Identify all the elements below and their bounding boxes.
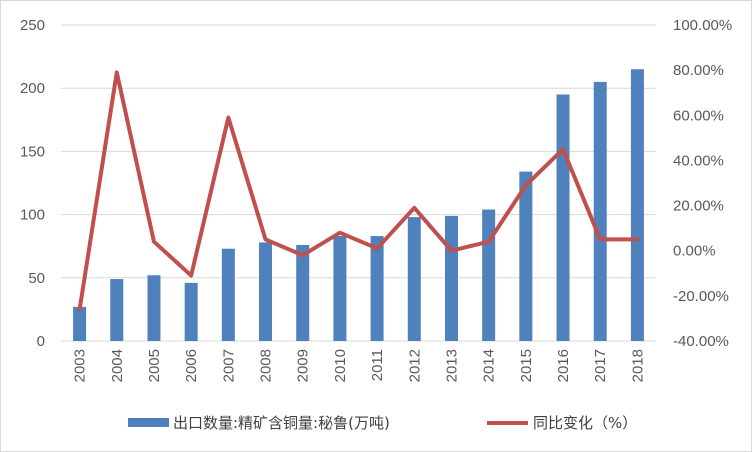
bar bbox=[296, 244, 310, 341]
x-tick-label: 2003 bbox=[72, 349, 89, 382]
line-point bbox=[413, 207, 415, 209]
yoy-line bbox=[77, 70, 640, 312]
legend-swatch-bar bbox=[128, 418, 169, 427]
line-point bbox=[190, 275, 192, 277]
bar bbox=[593, 81, 607, 341]
x-tick-label: 2015 bbox=[518, 349, 535, 382]
x-tick-label: 2010 bbox=[332, 349, 349, 382]
x-tick-label: 2016 bbox=[555, 349, 572, 382]
line-point bbox=[79, 308, 81, 310]
y-left-tick-label: 0 bbox=[37, 333, 45, 350]
x-tick-label: 2017 bbox=[592, 349, 609, 382]
line-point bbox=[488, 241, 490, 243]
x-tick-label: 2006 bbox=[183, 349, 200, 382]
y-left-tick-label: 100 bbox=[20, 207, 45, 224]
x-tick-label: 2007 bbox=[220, 349, 237, 382]
legend-label-line: 同比变化（%） bbox=[533, 414, 637, 432]
x-tick-label: 2013 bbox=[443, 349, 460, 382]
y-left-tick-label: 150 bbox=[20, 143, 45, 160]
bar bbox=[519, 171, 533, 341]
line-point bbox=[265, 238, 267, 240]
right-axis-ticks: -40.00% -20.00% 0.00% 20.00% 40.00% 60.00% 80.… bbox=[673, 17, 732, 350]
line-point bbox=[599, 238, 601, 240]
legend: 出口数量:精矿含铜量:秘鲁(万吨) 同比变化（%） bbox=[128, 414, 637, 432]
line-point bbox=[525, 184, 527, 186]
y-right-tick-label: -20.00% bbox=[673, 288, 729, 305]
bar-series bbox=[73, 69, 644, 342]
line-point bbox=[562, 148, 564, 150]
bar bbox=[556, 94, 570, 342]
x-axis-ticks: 2003 2004 2005 2006 2007 2008 2009 2010 2011 2012… bbox=[72, 349, 647, 382]
bar bbox=[370, 236, 384, 341]
x-tick-label: 2009 bbox=[295, 349, 312, 382]
y-left-tick-label: 250 bbox=[20, 17, 45, 34]
line-point bbox=[227, 117, 229, 119]
y-right-tick-label: 100.00% bbox=[673, 17, 732, 34]
line-point bbox=[376, 247, 378, 249]
bar bbox=[73, 306, 87, 341]
x-tick-label: 2012 bbox=[406, 349, 423, 382]
line-point bbox=[116, 71, 118, 73]
bar bbox=[630, 69, 644, 342]
bar bbox=[147, 275, 161, 341]
x-tick-label: 2014 bbox=[481, 349, 498, 382]
line-point bbox=[153, 241, 155, 243]
bar bbox=[259, 242, 273, 341]
y-right-tick-label: 40.00% bbox=[673, 152, 724, 169]
x-tick-label: 2005 bbox=[146, 349, 163, 382]
x-tick-label: 2004 bbox=[109, 349, 126, 382]
x-tick-label: 2018 bbox=[629, 349, 646, 382]
bar bbox=[482, 209, 496, 341]
y-right-tick-label: 80.00% bbox=[673, 62, 724, 79]
bar bbox=[444, 215, 458, 341]
bar bbox=[221, 248, 235, 341]
bar bbox=[110, 279, 124, 341]
x-tick-label: 2008 bbox=[258, 349, 275, 382]
legend-label-bar: 出口数量:精矿含铜量:秘鲁(万吨) bbox=[173, 414, 390, 432]
line-point bbox=[339, 232, 341, 234]
bar bbox=[407, 217, 421, 341]
y-right-tick-label: -40.00% bbox=[673, 333, 729, 350]
y-right-tick-label: 0.00% bbox=[673, 243, 716, 260]
x-tick-label: 2011 bbox=[369, 349, 386, 381]
y-right-tick-label: 20.00% bbox=[673, 198, 724, 215]
line-point bbox=[302, 254, 304, 256]
bar bbox=[184, 282, 198, 341]
bar bbox=[333, 236, 347, 341]
line-series bbox=[77, 70, 640, 312]
y-right-tick-label: 60.00% bbox=[673, 107, 724, 124]
y-left-tick-label: 50 bbox=[28, 270, 45, 287]
line-point bbox=[636, 238, 638, 240]
line-point bbox=[450, 250, 452, 252]
left-axis-ticks: 0 50 100 150 200 250 bbox=[20, 17, 45, 350]
y-left-tick-label: 200 bbox=[20, 80, 45, 97]
